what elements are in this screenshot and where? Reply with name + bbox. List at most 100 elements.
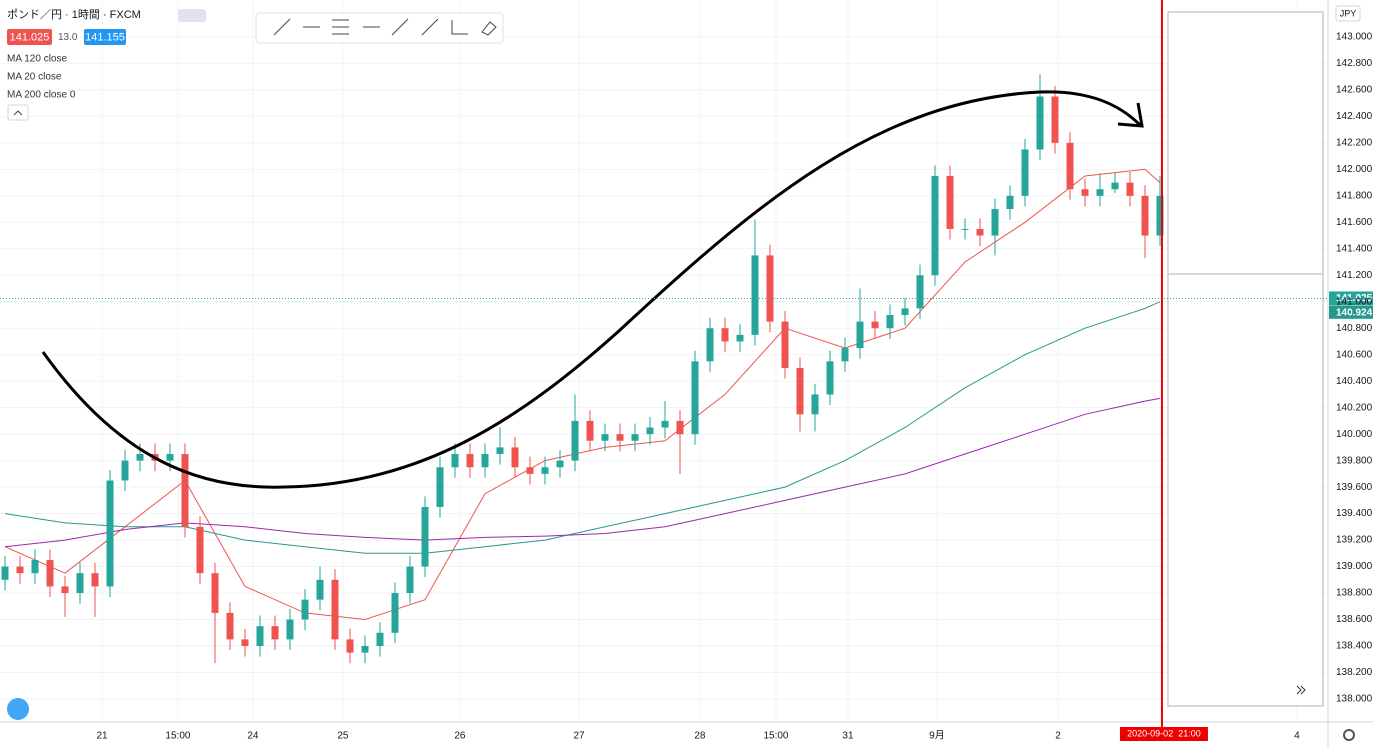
candle-body [196,526,204,574]
x-tick-label: 15:00 [165,731,190,742]
candle-body [691,361,699,435]
candle-body [181,454,189,527]
legend: MA 120 close MA 20 close MA 200 close 0 [7,54,76,101]
candle-body [631,434,639,441]
candle-body [271,626,279,640]
candle-body [1096,189,1104,196]
candle-body [256,626,264,646]
legend-entry: MA 120 close [7,54,67,65]
ma-line [4,301,1161,554]
candle-body [946,175,954,229]
bid-box[interactable] [7,29,52,45]
collapse-icon [13,110,23,116]
y-tick-label: 141.800 [1336,190,1373,201]
compare-toggle[interactable] [178,9,206,22]
x-tick-label: 24 [247,731,259,742]
ask-box[interactable] [84,29,126,45]
candle-body [556,460,564,468]
candle-body [1066,142,1074,190]
scroll-button[interactable] [1296,685,1306,695]
candle-body [16,566,24,574]
candle-body [466,454,474,468]
annotation-arrow [1117,102,1144,128]
candle-body [1081,189,1089,196]
legend-entry: MA 20 close [7,72,62,83]
candle-body [1111,182,1119,190]
candle-body [421,506,429,567]
x-tick-label: 31 [842,731,854,742]
ask-price: 141.155 [85,31,125,43]
candle-body [856,321,864,349]
y-tick-label: 142.000 [1336,164,1373,175]
candle-body [886,314,894,329]
candle-body [751,255,759,335]
x-tick-label: 15:00 [763,731,788,742]
candle-body [286,619,294,640]
x-tick-label: 28 [694,731,706,742]
candle-body [991,209,999,236]
candle-body [916,275,924,309]
ma-price-tag [1329,305,1373,319]
y-tick-label: 138.600 [1336,614,1373,625]
logo[interactable] [7,698,29,720]
candle-body [826,361,834,395]
y-tick-label: 142.400 [1336,111,1373,122]
y-tick-label: 141.200 [1336,270,1373,281]
x-tick-label: 2 [1055,731,1061,742]
y-tick-label: 142.600 [1336,85,1373,96]
drawing-panel [1167,11,1324,707]
y-tick-label: 140.600 [1336,349,1373,360]
candle-body [361,646,369,653]
ma-line [4,397,1161,548]
x-tick-label: 21 [96,731,108,742]
candle-body [1141,195,1149,236]
candle-body [931,175,939,276]
y-tick-label: 141.600 [1336,217,1373,228]
y-tick-label: 139.800 [1336,455,1373,466]
candle-body [766,255,774,322]
candle-body [121,460,129,481]
candle-body [781,321,789,368]
candle-body [661,420,669,428]
y-tick-label: 139.600 [1336,482,1373,493]
x-tick-label: 4 [1294,731,1300,742]
drawing-toolbar [255,12,504,44]
candle-body [601,434,609,441]
candle-body [436,467,444,507]
settings-gear[interactable] [1343,729,1355,741]
collapse-button[interactable] [7,104,29,121]
candle-body [301,599,309,620]
annotation-curve [41,90,1142,489]
candle-body [616,434,624,441]
candle-body [841,348,849,362]
currency-box[interactable] [1335,5,1361,22]
candle-body [106,480,114,587]
y-tick-label: 140.400 [1336,376,1373,387]
candles [1,74,1164,664]
candle-body [316,579,324,600]
cursor-label: 2020-09-02 21:00 [1127,728,1201,738]
x-tick-label: 27 [573,731,585,742]
spread: 13.0 [58,32,78,43]
candle-body [211,573,219,613]
y-tick-label: 143.000 [1336,32,1373,43]
candle-body [481,454,489,468]
candle-body [586,420,594,441]
candle-body [871,321,879,329]
candle-body [46,559,54,587]
candle-body [976,228,984,236]
candle-body [1126,182,1134,196]
y-tick-label: 139.400 [1336,508,1373,519]
y-tick-label: 140.200 [1336,402,1373,413]
candle-body [391,593,399,633]
candle-body [526,467,534,474]
candle-body [136,454,144,461]
candle-body [541,467,549,474]
symbol-title: ポンド／円 · 1時間 · FXCM [7,8,141,21]
candle-body [406,566,414,594]
y-tick-label: 139.200 [1336,535,1373,546]
y-tick-label: 138.200 [1336,667,1373,678]
candle-body [226,612,234,640]
